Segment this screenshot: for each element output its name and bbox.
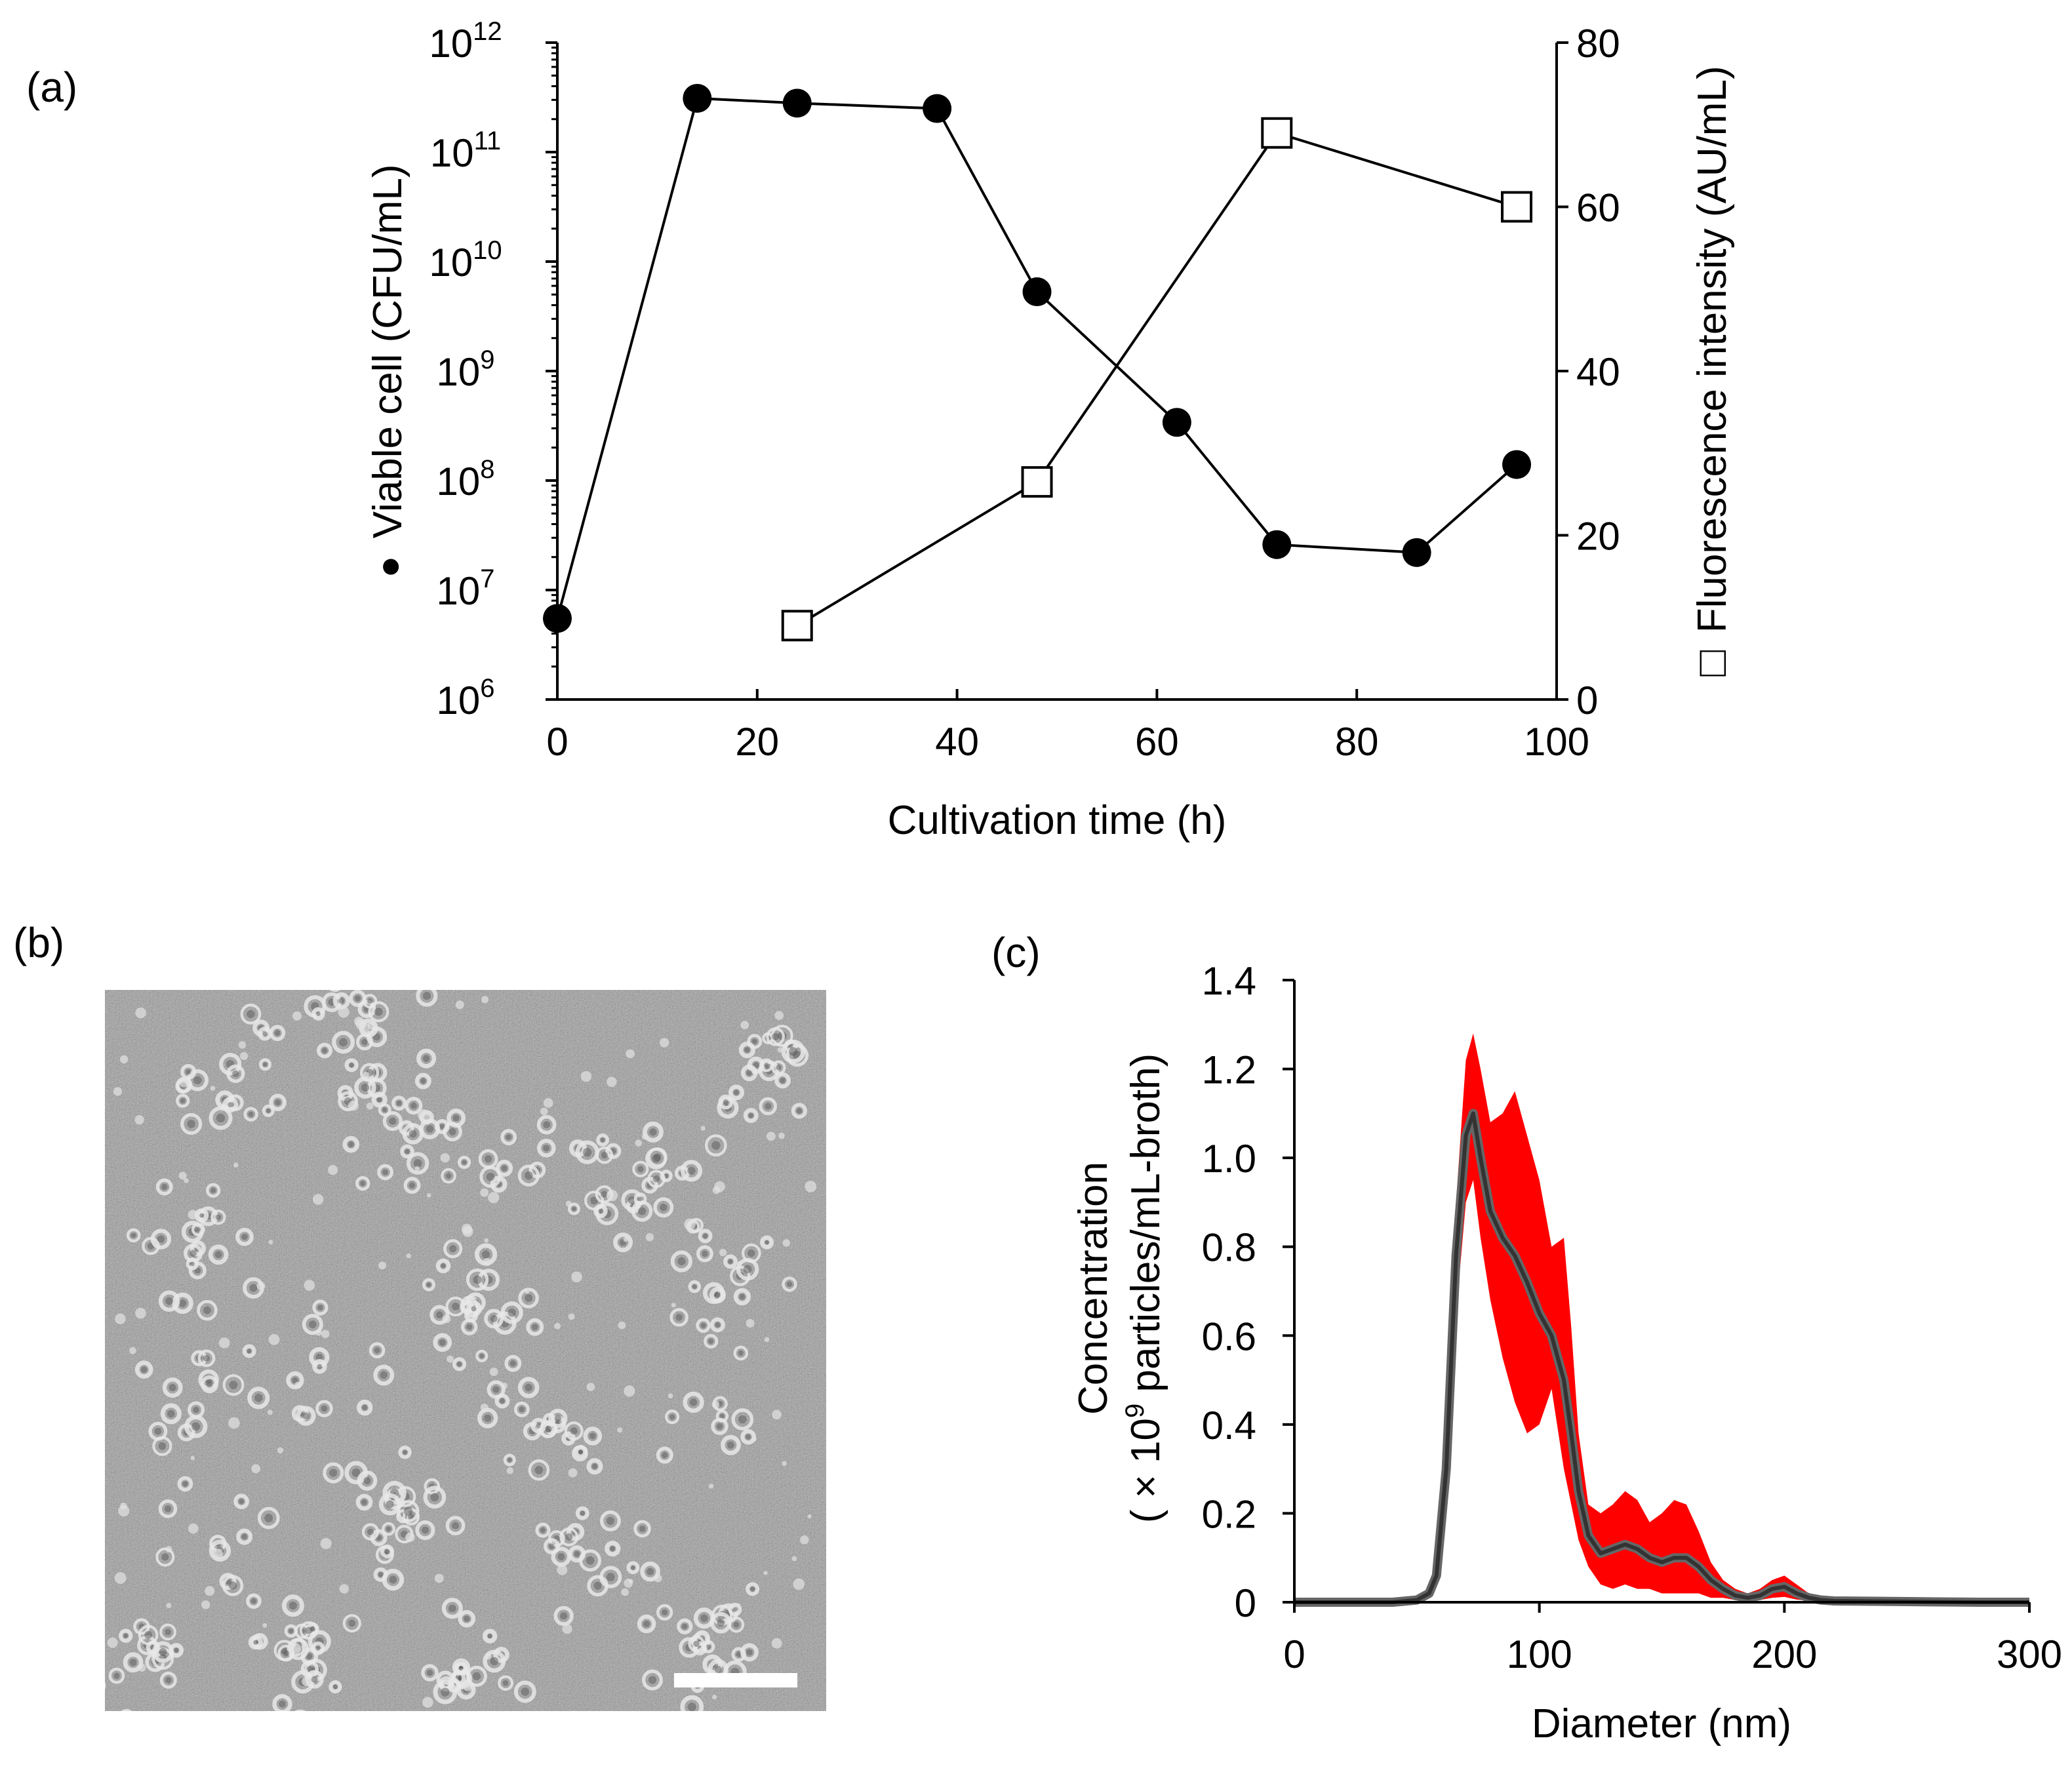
chart-a-series-line-1 xyxy=(796,131,1517,627)
chart-a-point-fluorescence xyxy=(1021,466,1053,498)
chart-a-x-tick-label: 80 xyxy=(1335,720,1379,764)
chart-c-x-tick-label: 0 xyxy=(1283,1632,1305,1676)
chart-a-point-viable-cell xyxy=(1502,450,1532,479)
chart-c-y-tick-label: 1.0 xyxy=(1202,1137,1256,1181)
chart-a-x-tick-label: 0 xyxy=(546,720,568,764)
chart-a-series-line-0 xyxy=(556,96,1518,619)
chart-a-y2-axis-title-text: Fluorescence intensity (AU/mL) xyxy=(1690,66,1735,633)
chart-c-y-tick-label: 0.6 xyxy=(1202,1314,1256,1358)
chart-c-y-tick-label: 0.2 xyxy=(1202,1492,1256,1536)
chart-a-point-fluorescence xyxy=(781,610,813,642)
svg-text:● Viable cell (CFU/mL): ● Viable cell (CFU/mL) xyxy=(365,164,410,578)
chart-a-y-tick-label: 1010 xyxy=(429,236,502,285)
chart-c-y-tick-label: 1.4 xyxy=(1202,959,1256,1003)
chart-c-y-axis-title-line2-suffix: particles/mL-broth) xyxy=(1123,1054,1168,1404)
chart-c-x-tick-label: 300 xyxy=(1997,1632,2062,1676)
chart-a-point-fluorescence xyxy=(1261,117,1293,149)
chart-a-y2-tick-label: 20 xyxy=(1576,515,1620,559)
chart-a-y-tick-label: 106 xyxy=(437,674,495,722)
chart-a-point-viable-cell xyxy=(782,89,812,118)
chart-c-x-axis-title: Diameter (nm) xyxy=(1532,1701,1791,1746)
chart-a-y-tick-label: 109 xyxy=(437,345,495,394)
chart-a-point-viable-cell xyxy=(543,604,572,633)
chart-c-y-axis-title-line1: Concentration xyxy=(1071,1162,1116,1415)
svg-text:□ Fluorescence intensi: □ Fluorescence intensity (AU/mL) xyxy=(1686,66,1735,676)
chart-a-point-viable-cell xyxy=(923,94,952,123)
chart-a-x-tick-label: 20 xyxy=(735,720,779,764)
chart-a-y2-tick-label: 60 xyxy=(1576,186,1620,230)
chart-a-point-viable-cell xyxy=(1162,408,1191,437)
chart-c: 0 100 200 300 0 0.2 0.4 0.6 0.8 1.0 1.2 1.4 Diamete… xyxy=(1071,959,2062,1746)
chart-a-y-tick-label: 108 xyxy=(437,455,495,503)
chart-c-x-tick-label: 200 xyxy=(1751,1632,1817,1676)
chart-c-y-axis-title-line2-prefix: ( × 10 xyxy=(1123,1418,1168,1523)
chart-a-y2-tick-label: 80 xyxy=(1576,22,1620,66)
chart-c-y-tick-label: 0.8 xyxy=(1202,1226,1256,1270)
chart-c-y-axis-title-line2-exp: 9 xyxy=(1121,1404,1149,1418)
chart-a-y2-tick-label: 0 xyxy=(1576,679,1598,722)
chart-a-y2-axis-title-marker: □ xyxy=(1686,650,1735,677)
svg-text:( × 109 particles/mL-broth): ( × 109 particles/mL-broth) xyxy=(1121,1054,1168,1524)
chart-c-error-band xyxy=(1294,1033,2029,1602)
chart-a-y-tick-label: 1011 xyxy=(430,127,501,175)
chart-a-y-axis-title-text: Viable cell (CFU/mL) xyxy=(365,164,410,538)
chart-a-y2-tick-label: 40 xyxy=(1576,350,1620,394)
panel-a-label: (a) xyxy=(26,64,77,111)
chart-a-x-tick-label: 40 xyxy=(935,720,979,764)
chart-c-y-tick-label: 1.2 xyxy=(1202,1048,1256,1092)
panel-c-label: (c) xyxy=(991,929,1041,976)
chart-a-point-viable-cell xyxy=(1402,538,1431,567)
panel-b-label: (b) xyxy=(13,919,64,966)
scale-bar xyxy=(674,1673,797,1687)
chart-a-y-axis-title-marker: ● xyxy=(368,556,409,578)
tem-micrograph xyxy=(105,990,826,1711)
chart-a-point-viable-cell xyxy=(1022,277,1052,307)
chart-a-point-fluorescence xyxy=(1501,191,1533,223)
chart-c-y-axis-title: Concentration ( × 109 particles/mL-broth… xyxy=(1071,1054,1168,1524)
chart-a-y-axis-title-left: ● Viable cell (CFU/mL) xyxy=(365,164,410,578)
chart-a-x-tick-label: 100 xyxy=(1524,720,1589,764)
chart-a-point-viable-cell xyxy=(1262,530,1292,559)
chart-c-mean-line xyxy=(1294,1111,2029,1604)
chart-c-x-tick-label: 100 xyxy=(1507,1632,1572,1676)
chart-a-x-tick-label: 60 xyxy=(1135,720,1179,764)
chart-a-point-viable-cell xyxy=(683,83,712,113)
chart-a-x-axis-title: Cultivation time (h) xyxy=(888,798,1227,843)
chart-c-y-tick-label: 0.4 xyxy=(1202,1404,1256,1448)
chart-a-y-tick-label: 1012 xyxy=(429,17,502,66)
chart-a-y-tick-label: 107 xyxy=(437,564,495,613)
chart-c-y-tick-label: 0 xyxy=(1235,1581,1256,1625)
chart-a-y-axis-title-right: □ Fluorescence intensity (AU/mL) xyxy=(1686,66,1735,676)
chart-a: 0 20 40 60 80 100 106 107 108 109 1010 1011 1012 0 20 4… xyxy=(365,17,1735,843)
